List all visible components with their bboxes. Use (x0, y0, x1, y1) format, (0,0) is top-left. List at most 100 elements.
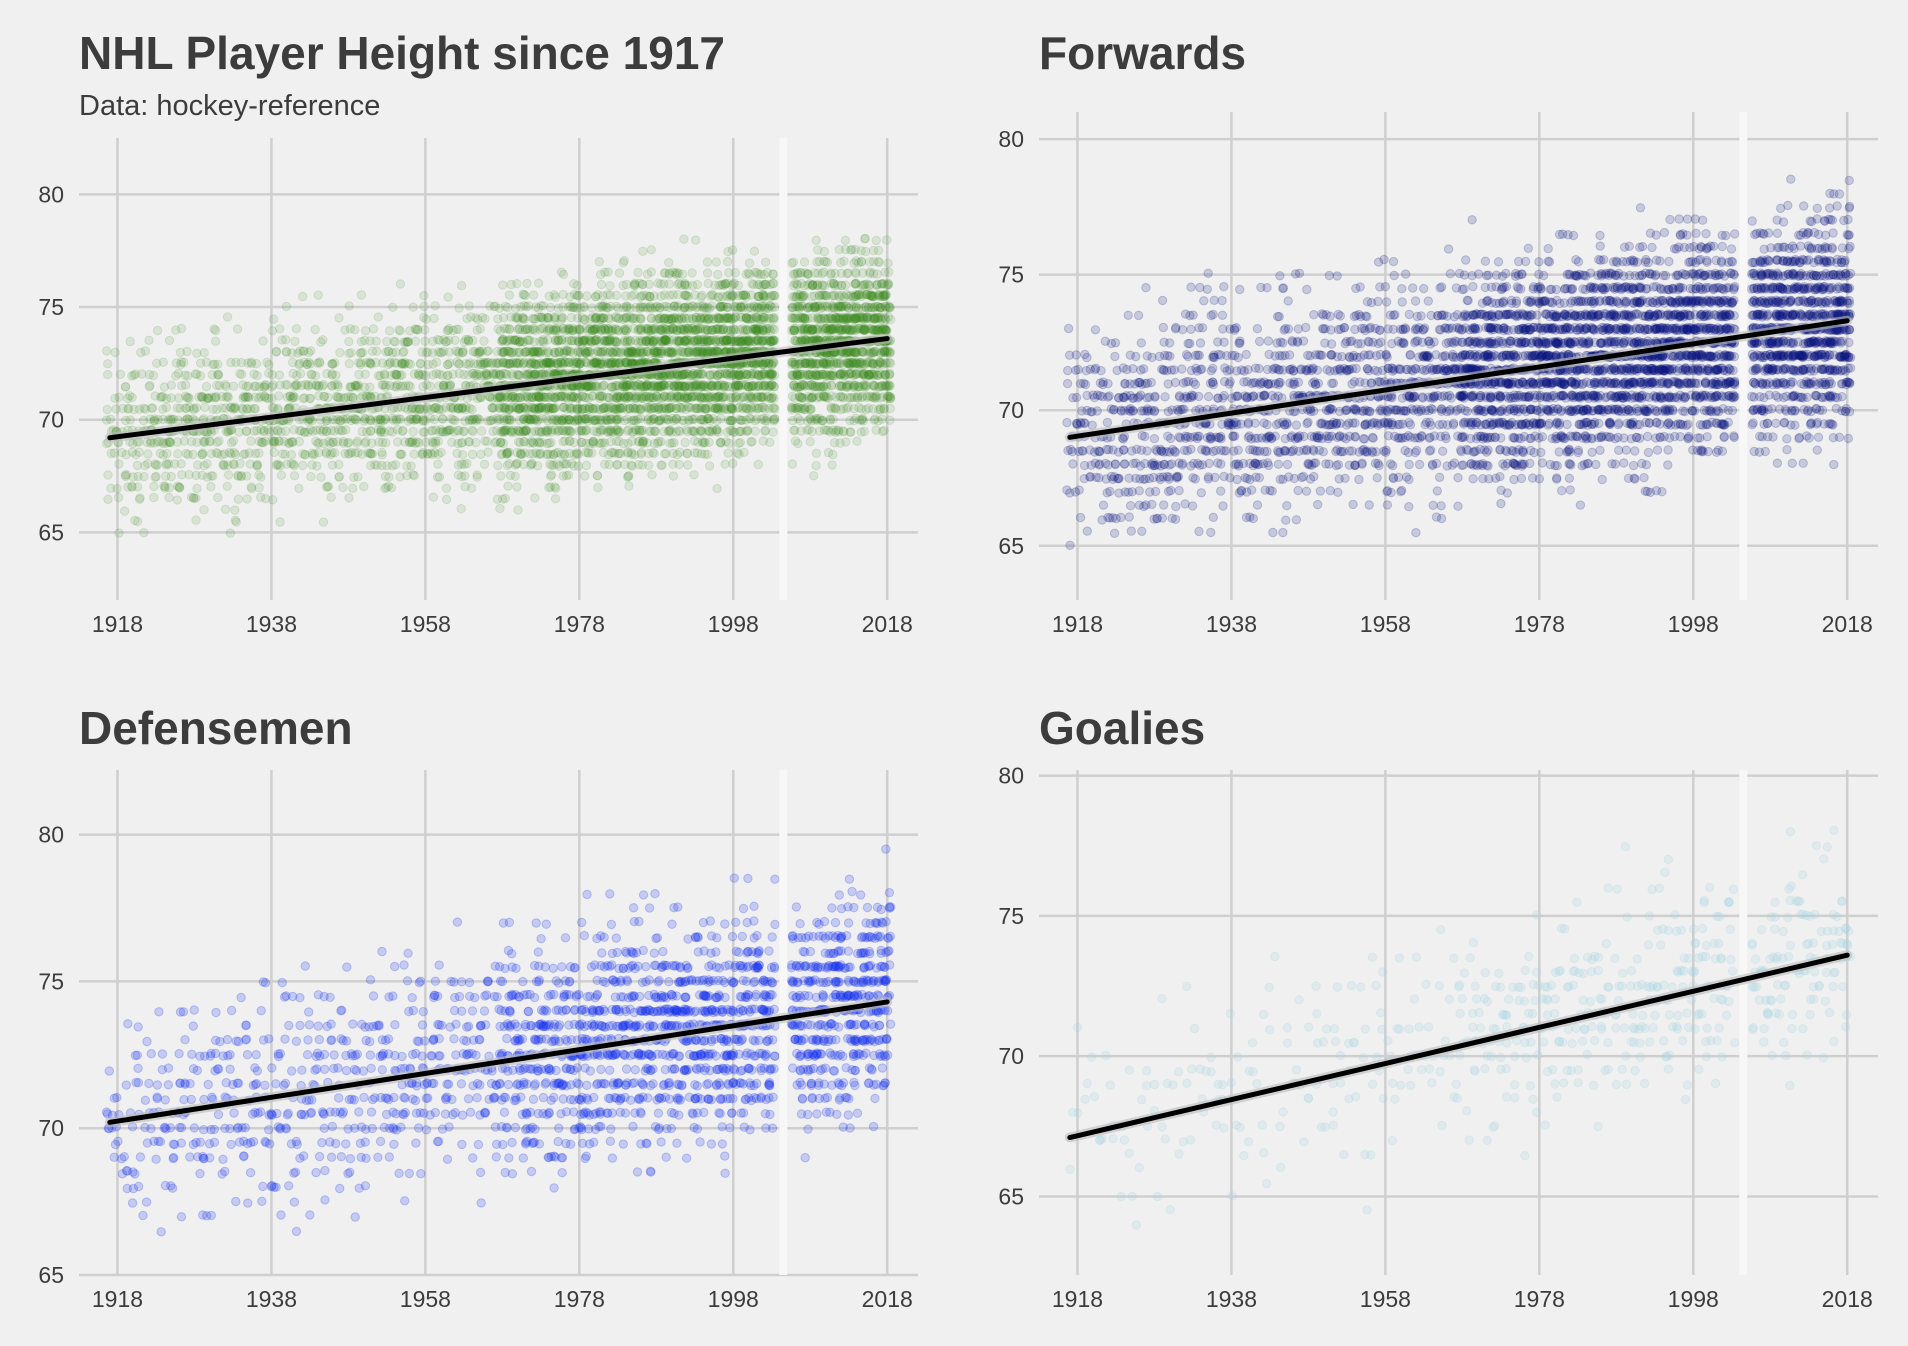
scatter-point (704, 437, 714, 447)
scatter-point (213, 370, 223, 380)
scatter-point (290, 336, 300, 346)
scatter-point (242, 391, 253, 402)
scatter-point (251, 381, 261, 391)
scatter-point (110, 347, 120, 358)
scatter-point (144, 369, 155, 380)
scatter-point (680, 302, 690, 313)
scatter-point (181, 403, 191, 414)
scatter-point (702, 257, 713, 267)
scatter-point (229, 447, 239, 458)
scatter-point (210, 336, 221, 346)
scatter-point (467, 425, 477, 435)
scatter-point (143, 458, 153, 469)
scatter-point (682, 448, 692, 458)
scatter-point (348, 483, 358, 493)
scatter-point (264, 360, 274, 370)
scatter-point (235, 369, 245, 379)
scatter-point (435, 347, 446, 358)
scatter-point (316, 472, 326, 482)
scatter-point (182, 346, 192, 357)
scatter-point (191, 470, 201, 481)
scatter-point (432, 472, 443, 482)
scatter-point (135, 493, 145, 503)
scatter-point (165, 414, 176, 424)
scatter-point (143, 449, 153, 459)
scatter-point (226, 403, 236, 413)
scatter-point (341, 425, 351, 435)
scatter-point (520, 290, 530, 301)
scatter-point (550, 494, 561, 504)
scatter-point (149, 481, 159, 492)
scatter-point (123, 404, 133, 414)
scatter-point (184, 470, 194, 480)
scatter-point (188, 449, 198, 460)
scatter-point (236, 357, 247, 368)
scatter-point (152, 437, 163, 447)
scatter-point (254, 470, 264, 480)
scatter-point (510, 471, 520, 481)
scatter-point (250, 404, 261, 414)
scatter-point (186, 492, 197, 502)
scatter-point (119, 506, 130, 516)
scatter-point (449, 427, 459, 437)
scatter-point (502, 336, 512, 346)
scatter-point (133, 471, 143, 482)
scatter-point (176, 323, 187, 334)
scatter-point (220, 380, 231, 390)
scatter-point (199, 348, 209, 358)
scatter-point (223, 470, 234, 480)
scatter-point (372, 460, 382, 470)
scatter-point (573, 461, 583, 471)
scatter-point (166, 380, 177, 390)
scatter-point (532, 461, 543, 471)
scatter-point (226, 437, 237, 448)
scatter-point (564, 470, 574, 480)
scatter-point (113, 492, 124, 503)
scatter-point (530, 493, 540, 503)
scatter-point (132, 460, 143, 471)
scatter-point (344, 336, 354, 347)
scatter-point (161, 402, 172, 413)
scatter-point (625, 303, 635, 313)
scatter-point (192, 483, 202, 494)
scatter-point (171, 325, 181, 335)
scatter-point (252, 425, 262, 436)
scatter-point (504, 290, 515, 300)
scatter-point (225, 528, 236, 538)
scatter-point (117, 447, 127, 458)
scatter-point (618, 258, 628, 268)
scatter-point (103, 359, 113, 369)
scatter-point (244, 448, 255, 458)
scatter-point (101, 415, 112, 425)
scatter-point (199, 461, 209, 471)
scatter-point (115, 369, 126, 379)
scatter-point (586, 381, 597, 391)
scatter-point (192, 369, 202, 379)
scatter-point (198, 393, 208, 403)
scatter-point (386, 483, 397, 493)
scatter-point (596, 279, 607, 290)
scatter-point (219, 461, 230, 471)
scatter-point (387, 348, 398, 358)
scatter-point (238, 380, 248, 390)
scatter-point (417, 347, 427, 357)
scatter-point (120, 382, 131, 392)
scatter-point (267, 382, 277, 392)
scatter-point (102, 404, 113, 415)
scatter-point (233, 471, 244, 481)
scatter-point (231, 517, 241, 527)
scatter-point (230, 515, 241, 525)
scatter-point (213, 359, 223, 369)
scatter-point (579, 426, 590, 437)
scatter-point (602, 427, 613, 437)
scatter-point (722, 256, 733, 267)
scatter-point (294, 360, 304, 370)
scatter-point (419, 291, 429, 301)
scatter-point (725, 393, 736, 403)
scatter-point (213, 370, 224, 380)
scatter-point (127, 482, 137, 492)
scatter-point (425, 381, 435, 391)
scatter-point (495, 503, 505, 514)
scatter-point (195, 371, 206, 381)
